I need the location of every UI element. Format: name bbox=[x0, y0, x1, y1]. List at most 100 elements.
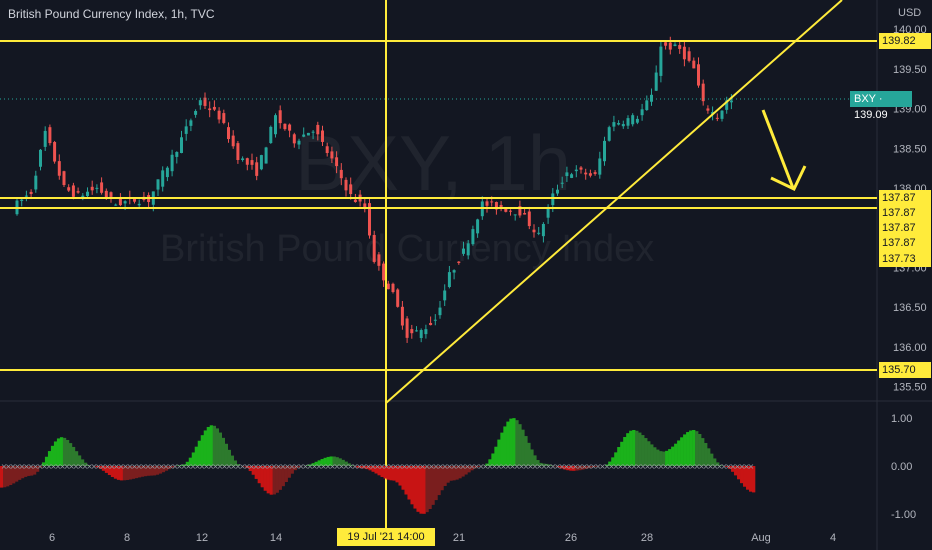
candle-body bbox=[697, 64, 700, 85]
candle-body bbox=[434, 320, 437, 321]
candle-body bbox=[575, 170, 578, 171]
candle-body bbox=[401, 307, 404, 326]
candle-body bbox=[194, 111, 197, 115]
candle-body bbox=[669, 43, 672, 50]
trendline bbox=[386, 0, 842, 403]
candle-body bbox=[533, 230, 536, 233]
candle-body bbox=[307, 133, 310, 136]
price-axis-tick: 136.00 bbox=[893, 342, 927, 354]
oscillator-bar bbox=[518, 424, 521, 466]
candle-body bbox=[608, 127, 611, 141]
oscillator-bar bbox=[686, 432, 689, 466]
candle-body bbox=[561, 183, 564, 184]
oscillator-bar bbox=[632, 430, 635, 466]
oscillator-bar bbox=[434, 466, 437, 500]
osc-axis-tick: 0.00 bbox=[891, 461, 912, 473]
candle-body bbox=[612, 122, 615, 127]
candle-body bbox=[77, 191, 80, 192]
candle-body bbox=[664, 42, 667, 45]
oscillator-bar bbox=[689, 431, 692, 466]
candle-body bbox=[373, 235, 376, 262]
candle-body bbox=[382, 264, 385, 281]
candle-body bbox=[171, 155, 174, 171]
candle-body bbox=[138, 204, 141, 205]
time-axis-tick: 4 bbox=[830, 532, 836, 544]
time-axis-tick: 8 bbox=[124, 532, 130, 544]
time-axis-tick: 21 bbox=[453, 532, 465, 544]
level-price-label: 137.87 bbox=[879, 190, 931, 206]
candle-body bbox=[241, 158, 244, 160]
candle-body bbox=[321, 131, 324, 142]
candle-body bbox=[683, 47, 686, 60]
price-axis-tick: 135.50 bbox=[893, 382, 927, 394]
candle-body bbox=[650, 95, 653, 102]
oscillator-bar bbox=[521, 430, 524, 466]
oscillator-bar bbox=[216, 428, 219, 466]
candle-body bbox=[392, 284, 395, 292]
oscillator-bar bbox=[692, 430, 695, 466]
candle-body bbox=[617, 123, 620, 125]
oscillator-bar bbox=[638, 433, 641, 466]
candle-body bbox=[110, 192, 113, 197]
candle-body bbox=[72, 185, 75, 196]
level-price-label: 137.87 bbox=[879, 220, 931, 236]
candle-body bbox=[269, 127, 272, 143]
candle-body bbox=[199, 100, 202, 105]
candle-body bbox=[547, 208, 550, 218]
candle-body bbox=[227, 127, 230, 139]
candle-body bbox=[674, 44, 677, 46]
candle-body bbox=[236, 143, 239, 160]
candle-body bbox=[255, 162, 258, 176]
candle-body bbox=[34, 176, 37, 190]
osc-axis-tick: -1.00 bbox=[891, 509, 916, 521]
candle-body bbox=[91, 187, 94, 191]
candle-body bbox=[326, 146, 329, 153]
candle-body bbox=[622, 124, 625, 126]
oscillator-bar bbox=[210, 425, 213, 466]
candle-body bbox=[312, 132, 315, 133]
oscillator-bar bbox=[213, 426, 216, 466]
candle-body bbox=[448, 272, 451, 287]
candle-body bbox=[316, 125, 319, 134]
candle-body bbox=[208, 108, 211, 110]
candle-body bbox=[124, 201, 127, 203]
candle-body bbox=[429, 323, 432, 325]
oscillator-bar bbox=[509, 419, 512, 466]
candle-body bbox=[584, 173, 587, 175]
price-axis-tick: 139.50 bbox=[893, 64, 927, 76]
candle-body bbox=[180, 137, 183, 153]
oscillator-bar bbox=[500, 433, 503, 466]
candle-body bbox=[636, 119, 639, 123]
candle-body bbox=[631, 115, 634, 124]
oscillator-bar bbox=[407, 466, 410, 500]
candle-body bbox=[222, 113, 225, 123]
candle-body bbox=[58, 161, 61, 176]
candle-body bbox=[349, 184, 352, 194]
candle-body bbox=[556, 190, 559, 194]
oscillator-bar bbox=[204, 430, 207, 466]
candle-body bbox=[627, 118, 630, 126]
candle-body bbox=[439, 308, 442, 316]
candle-body bbox=[213, 107, 216, 110]
candle-body bbox=[594, 172, 597, 174]
candle-body bbox=[330, 151, 333, 158]
candle-body bbox=[157, 179, 160, 189]
arrow-shaft bbox=[763, 110, 793, 188]
candle-body bbox=[335, 157, 338, 166]
oscillator-bar bbox=[425, 466, 428, 512]
candle-body bbox=[457, 262, 460, 263]
candle-body bbox=[420, 330, 423, 338]
candle-body bbox=[288, 125, 291, 131]
candle-body bbox=[415, 330, 418, 331]
candle-body bbox=[598, 158, 601, 174]
candle-body bbox=[44, 131, 47, 147]
candle-body bbox=[467, 243, 470, 255]
candle-body bbox=[274, 115, 277, 134]
candle-body bbox=[476, 219, 479, 233]
candle-body bbox=[688, 51, 691, 61]
candle-body bbox=[641, 109, 644, 115]
candle-body bbox=[283, 124, 286, 129]
candle-body bbox=[185, 126, 188, 134]
candle-body bbox=[471, 229, 474, 244]
